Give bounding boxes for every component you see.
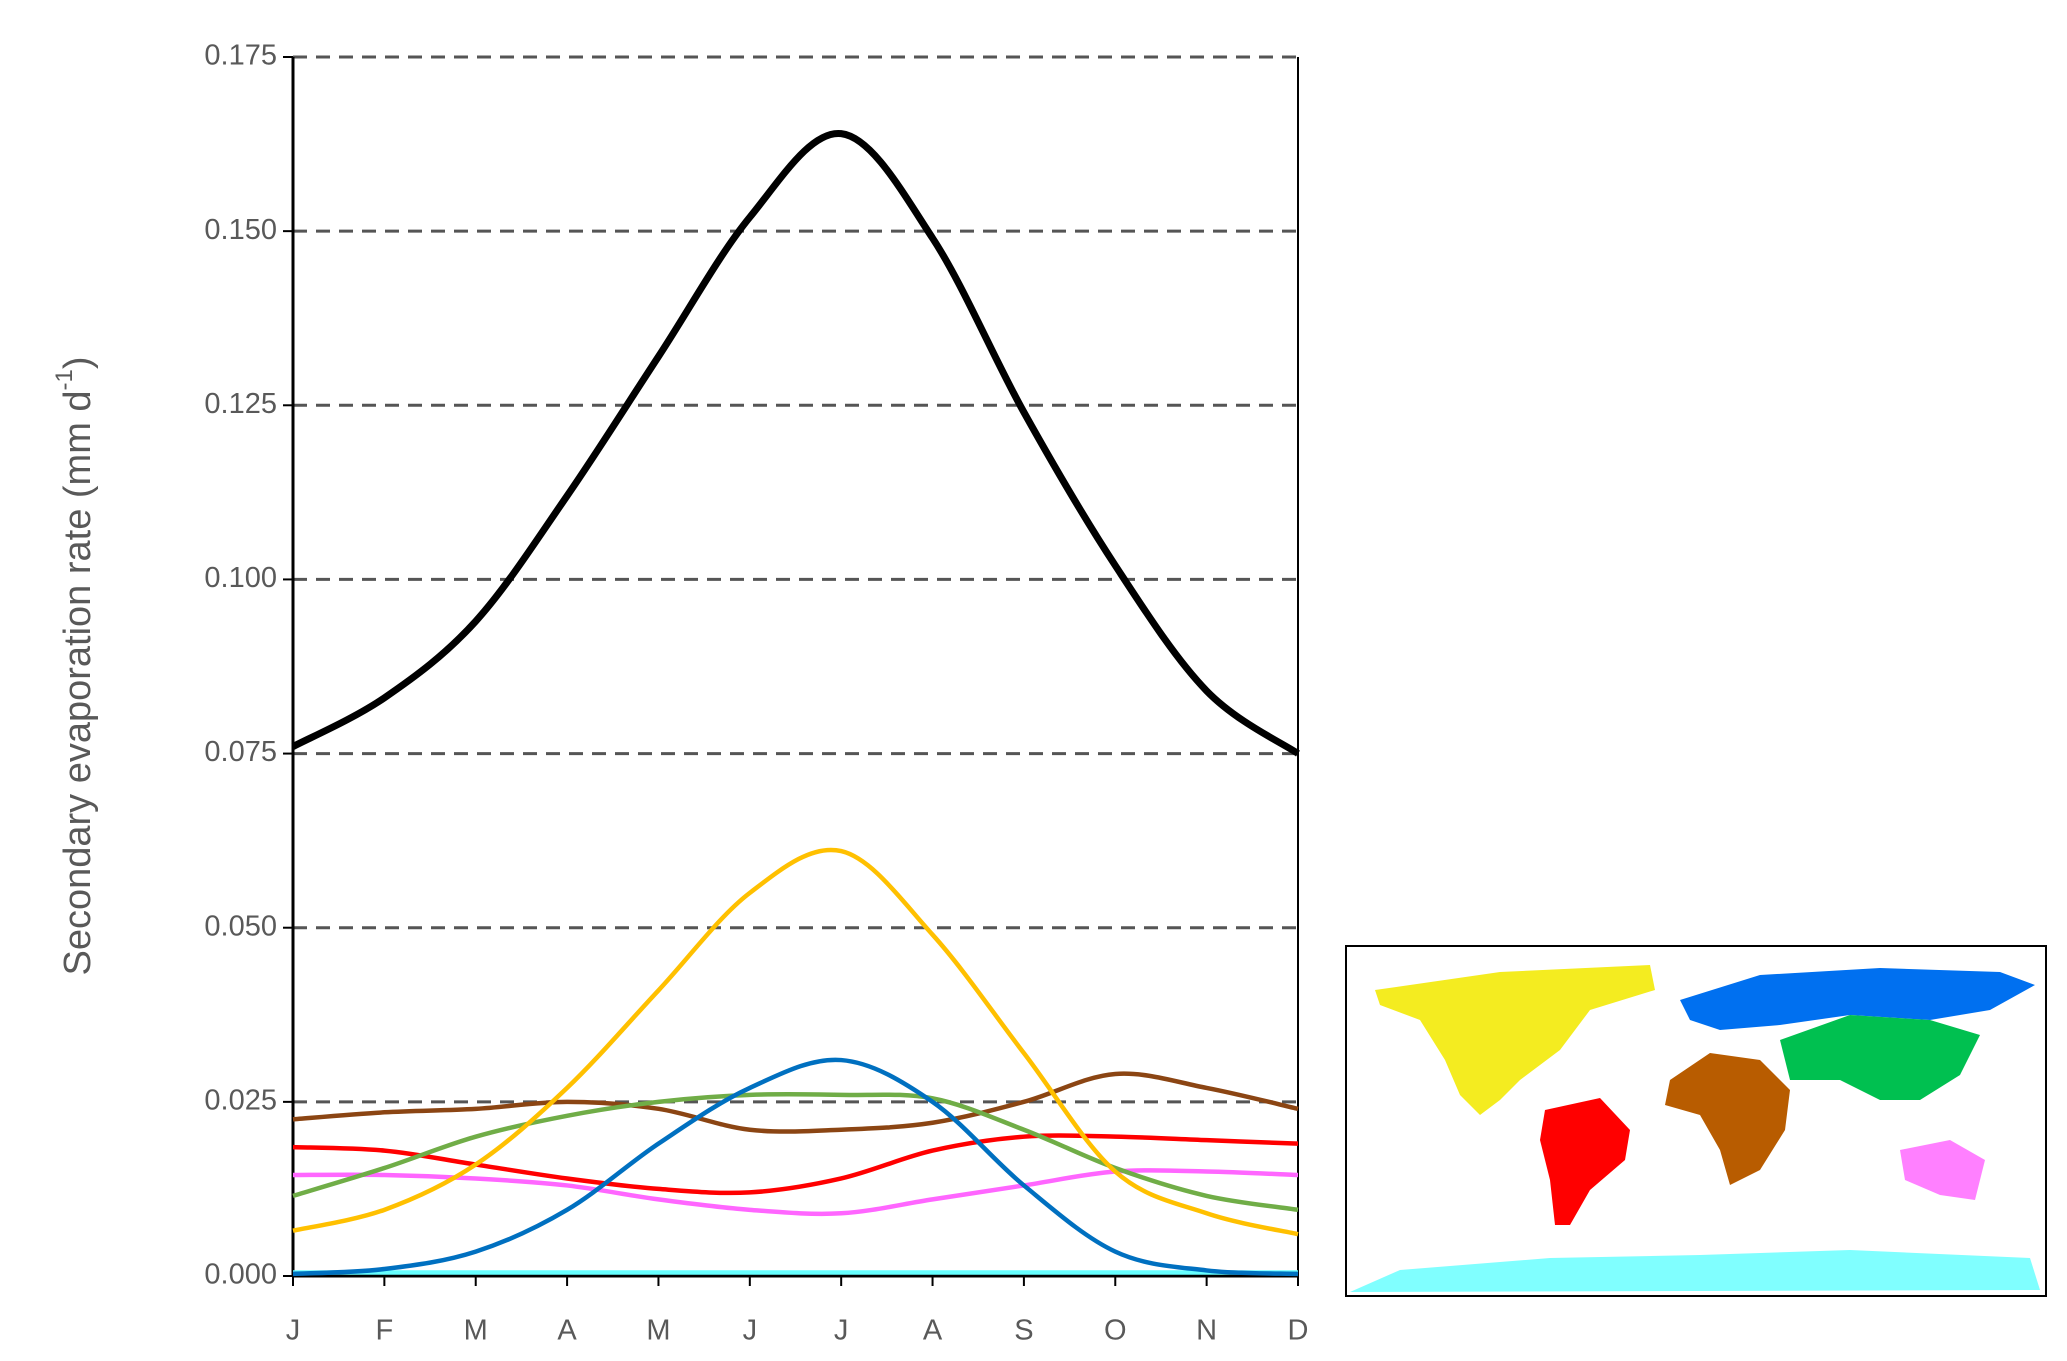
x-tick-label: S (1014, 1315, 1033, 1347)
series-line (292, 1133, 1299, 1196)
x-tick-label: D (1288, 1315, 1309, 1347)
x-tick-label: F (376, 1315, 394, 1347)
y-tick-label: 0.100 (204, 562, 277, 594)
x-tick-label: N (1196, 1315, 1217, 1347)
y-tick-label: 0.175 (204, 40, 277, 72)
series-line (292, 847, 1299, 1237)
y-tick-label: 0.150 (204, 214, 277, 246)
x-tick-label: M (646, 1315, 670, 1347)
y-tick-label: 0.075 (204, 736, 277, 768)
y-tick-label: 0.125 (204, 388, 277, 420)
y-axis-title-end: ) (57, 356, 99, 369)
region-map (1345, 945, 2047, 1297)
x-tick-label: O (1104, 1315, 1127, 1347)
x-tick-label: M (464, 1315, 488, 1347)
x-tick-label: J (743, 1315, 758, 1347)
y-axis-title-main: Secondary evaporation rate (mm d (57, 390, 99, 975)
y-tick-label: 0.050 (204, 910, 277, 942)
y-axis-title-sup: -1 (51, 369, 78, 390)
series-line (291, 130, 1300, 757)
series-line (292, 1057, 1299, 1277)
series-line (292, 1071, 1299, 1134)
x-tick-label: A (557, 1315, 577, 1347)
x-tick-label: A (923, 1315, 943, 1347)
x-tick-label: J (834, 1315, 849, 1347)
y-tick-label: 0.000 (204, 1259, 277, 1291)
series-line (292, 1091, 1299, 1213)
y-axis-title: Secondary evaporation rate (mm d-1) (51, 356, 99, 975)
x-tick-label: J (286, 1315, 301, 1347)
y-tick-label: 0.025 (204, 1085, 277, 1117)
